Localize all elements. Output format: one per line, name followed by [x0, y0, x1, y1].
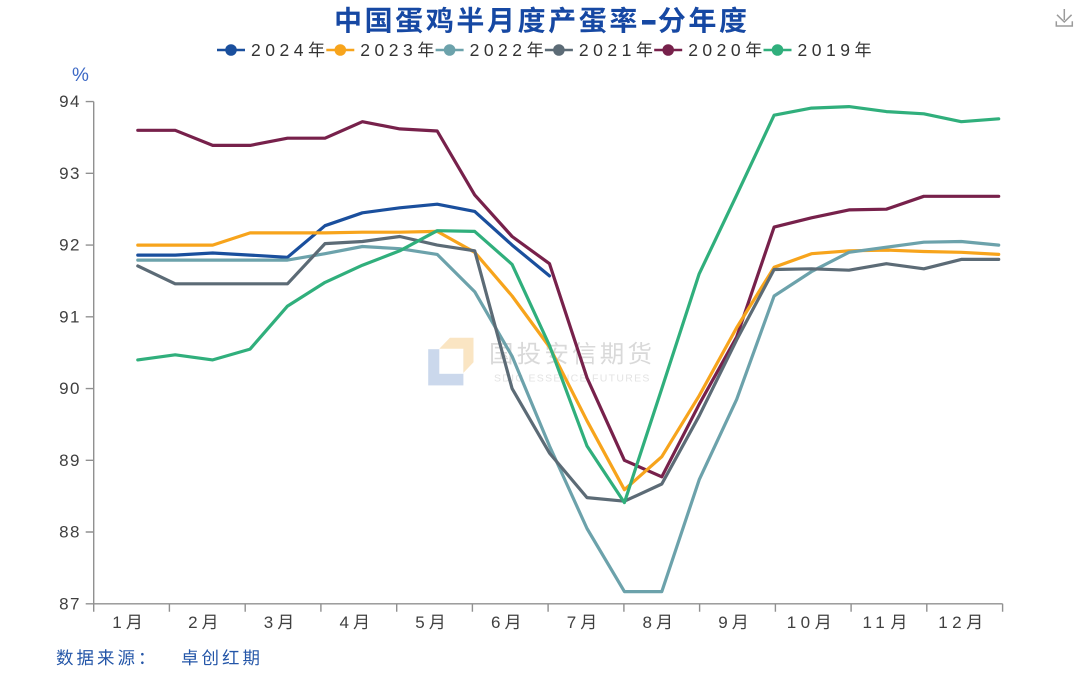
svg-text:5: 5: [415, 613, 428, 632]
svg-text:88: 88: [59, 523, 81, 542]
svg-text:94: 94: [59, 92, 81, 111]
svg-text:12: 12: [938, 613, 966, 632]
svg-text:11: 11: [863, 613, 890, 632]
svg-text:87: 87: [59, 594, 81, 613]
svg-text:%: %: [72, 65, 89, 86]
svg-text:91: 91: [59, 307, 81, 326]
svg-text:10: 10: [787, 613, 815, 632]
svg-text:2024: 2024: [251, 40, 308, 60]
svg-text:2019: 2019: [798, 40, 855, 60]
svg-text:2021: 2021: [579, 40, 636, 60]
svg-text:2: 2: [188, 613, 201, 632]
svg-text:4: 4: [340, 613, 353, 632]
svg-text:8: 8: [643, 613, 656, 632]
svg-text:93: 93: [59, 164, 81, 183]
svg-text:92: 92: [59, 236, 81, 255]
svg-text:SDIC ESSENCE FUTURES: SDIC ESSENCE FUTURES: [494, 373, 651, 385]
svg-text:2022: 2022: [470, 40, 527, 60]
svg-text:3: 3: [264, 613, 277, 632]
svg-text:2023: 2023: [360, 40, 417, 60]
svg-text:2020: 2020: [688, 40, 745, 60]
svg-text:6: 6: [491, 613, 504, 632]
svg-text:90: 90: [59, 379, 81, 398]
svg-text:7: 7: [567, 613, 580, 632]
svg-text:1: 1: [112, 613, 125, 632]
svg-text:9: 9: [718, 613, 731, 632]
svg-text:89: 89: [59, 451, 81, 470]
